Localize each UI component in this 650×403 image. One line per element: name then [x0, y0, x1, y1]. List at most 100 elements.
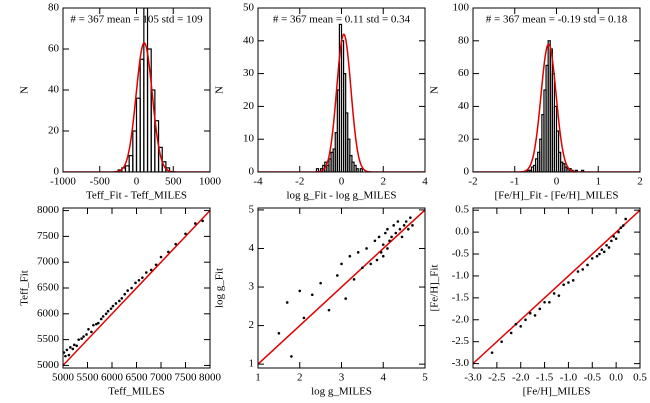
- x-axis-label: log g_Fit - log g_MILES: [286, 190, 396, 202]
- point: [285, 301, 289, 304]
- point: [167, 250, 170, 254]
- plot-area: [473, 40, 640, 172]
- plot-area: [63, 8, 210, 172]
- point: [134, 281, 137, 285]
- x-axis-label: [Fe/H]_MILES: [523, 386, 591, 398]
- x-tick-label: 0: [134, 176, 140, 188]
- y-axis-label: log g_Fit: [214, 268, 226, 308]
- point: [92, 323, 95, 327]
- y-tick-label: -0.5: [452, 248, 470, 260]
- point: [595, 254, 599, 258]
- point: [356, 251, 360, 254]
- panel: -3.0 -2.5 -2.0 -1.5 -1.0 -0.5 0.0 0.5 -3.0 -2.5 -2…: [429, 204, 648, 398]
- y-tick-label: 10: [243, 133, 255, 145]
- point: [381, 243, 385, 246]
- y-tick-label: -1.5: [452, 291, 470, 303]
- point: [67, 353, 71, 357]
- x-tick-label: 5: [422, 372, 428, 384]
- x-tick-label: 0: [339, 176, 345, 188]
- identity-line: [63, 210, 210, 366]
- point: [562, 283, 565, 287]
- x-tick-label: 5500: [77, 372, 100, 384]
- point: [407, 227, 410, 231]
- x-tick-label: -1000: [50, 176, 76, 188]
- y-tick-label: 40: [48, 84, 60, 96]
- identity-line: [258, 209, 425, 365]
- y-axis-label: Teff_Fit: [19, 270, 31, 306]
- x-tick-label: -1: [510, 176, 519, 188]
- point: [365, 247, 368, 250]
- x-tick-label: 2: [381, 176, 387, 188]
- point: [111, 304, 115, 308]
- x-tick-label: 4: [422, 176, 428, 188]
- x-tick-label: 5000: [52, 372, 75, 384]
- axes-frame: [62, 207, 211, 369]
- y-axis-label: N: [429, 86, 441, 94]
- point: [394, 231, 398, 235]
- point: [327, 308, 331, 312]
- y-tick-label: 80: [458, 34, 470, 46]
- point: [72, 343, 76, 347]
- point: [624, 217, 627, 221]
- axes-frame: [257, 207, 426, 369]
- point: [277, 332, 281, 335]
- x-tick-label: -1.5: [536, 372, 554, 384]
- point: [63, 351, 66, 354]
- point: [90, 330, 93, 334]
- y-tick-label: 80: [48, 2, 60, 14]
- point: [381, 254, 385, 258]
- x-tick-label: 500: [165, 176, 182, 188]
- point: [64, 354, 67, 358]
- point: [184, 232, 187, 236]
- histogram-bin: [315, 168, 320, 172]
- point: [375, 258, 379, 262]
- point: [552, 292, 556, 295]
- y-tick-label: 2: [249, 319, 255, 331]
- x-tick-label: -2: [468, 176, 477, 188]
- point: [69, 346, 72, 349]
- point: [548, 300, 551, 304]
- y-tick-label: 6000: [37, 307, 60, 319]
- point: [118, 299, 121, 303]
- annotation: # = 367 mean = 0.11 std = 0.34: [273, 14, 411, 26]
- gaussian-fit: [63, 42, 210, 172]
- point: [75, 344, 79, 348]
- point: [377, 235, 381, 239]
- x-tick-label: 1: [255, 372, 261, 384]
- axes-frame: [472, 207, 641, 369]
- x-tick-label: -2.5: [488, 372, 506, 384]
- point: [319, 281, 322, 285]
- point: [490, 351, 494, 354]
- y-tick-label: 0: [249, 166, 255, 178]
- panel: 1 2 3 4 5 1 2 3 4 5 log g_MILES log g_Fit: [214, 203, 429, 397]
- point: [586, 263, 589, 267]
- point: [533, 314, 537, 317]
- point: [617, 230, 620, 234]
- x-tick-label: -500: [90, 176, 111, 188]
- y-tick-label: 60: [458, 67, 470, 79]
- x-tick-label: -2.0: [512, 372, 530, 384]
- y-tick-label: 0.0: [455, 226, 469, 238]
- point: [369, 262, 373, 266]
- point: [298, 289, 302, 293]
- histogram-bin: [555, 130, 560, 172]
- y-tick-label: 60: [48, 43, 60, 55]
- point: [85, 333, 88, 336]
- point: [400, 235, 404, 239]
- point: [290, 355, 293, 358]
- point: [95, 322, 98, 326]
- x-tick-label: 4: [381, 372, 387, 384]
- x-tick-label: 0.5: [633, 372, 647, 384]
- x-tick-label: 7500: [175, 372, 198, 384]
- point: [77, 338, 80, 341]
- point: [344, 297, 347, 300]
- y-tick-label: -1.0: [452, 269, 470, 281]
- point: [80, 337, 83, 340]
- point: [388, 239, 391, 243]
- annotation: # = 367 mean = -0.19 std = 0.18: [486, 14, 628, 26]
- y-tick-label: 6500: [37, 282, 60, 294]
- y-axis-label: [Fe/H]_Fit: [429, 264, 441, 311]
- point: [348, 254, 352, 258]
- plot-area: [63, 210, 210, 366]
